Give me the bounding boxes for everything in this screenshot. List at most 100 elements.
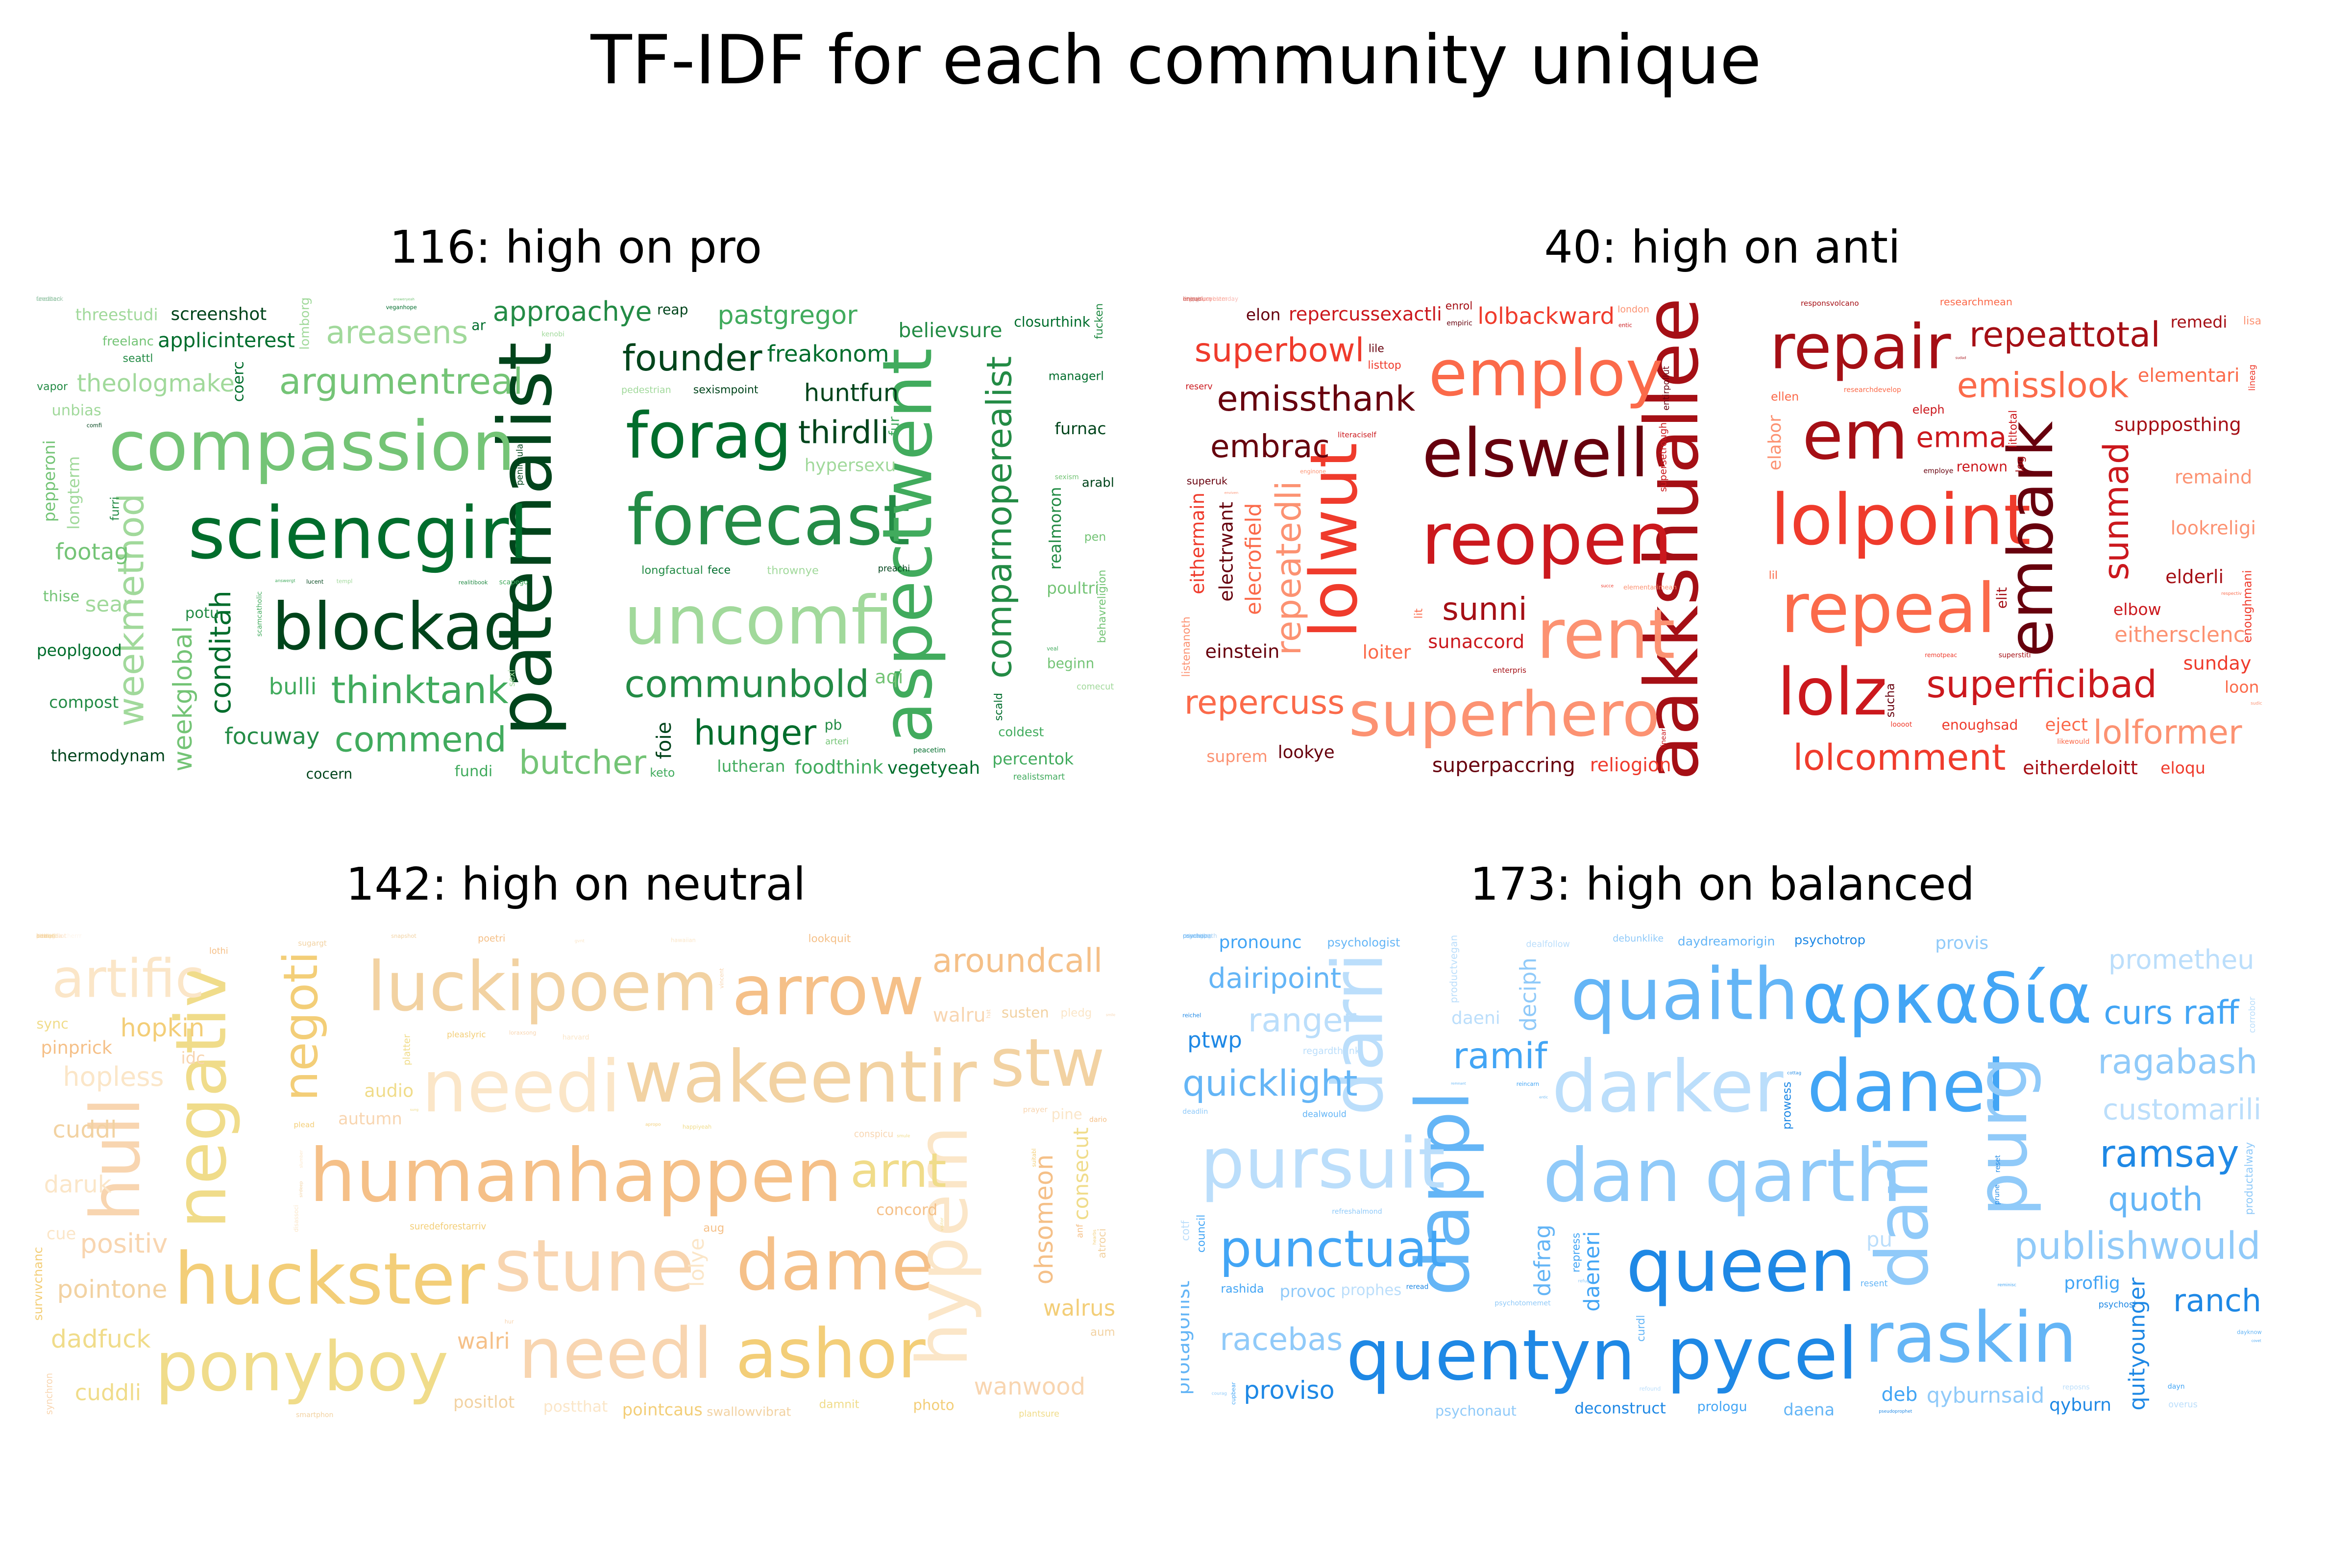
word-reposns: reposns <box>2062 1384 2089 1392</box>
word-courtesan: courtesan <box>1183 932 1212 939</box>
word-realitibook: realitibook <box>459 580 488 586</box>
word-reserv: reserv <box>1185 382 1212 392</box>
word-scald: scald <box>993 693 1005 721</box>
word-responsvolcano: responsvolcano <box>1801 299 1859 308</box>
word-thise: thise <box>43 588 80 605</box>
word-purg: purg <box>1961 1056 2043 1217</box>
word-swallowvibrat: swallowvibrat <box>707 1404 791 1419</box>
word-quityounger: quityounger <box>2124 1277 2150 1411</box>
word-weekmethod: weekmethod <box>110 493 152 727</box>
word-pronounc: pronounc <box>1219 932 1302 953</box>
word-bulli: bulli <box>269 673 317 700</box>
word-pepperoni: pepperoni <box>40 440 59 522</box>
word-negoti: negoti <box>273 951 328 1101</box>
word-inbruglia: inbruglia <box>36 932 62 939</box>
word-elbow: elbow <box>2113 600 2161 619</box>
word-freelanc: freelanc <box>102 334 154 349</box>
word-researchdevelop: researchdevelop <box>1844 386 1901 394</box>
word-courag: courag <box>1212 1391 1227 1396</box>
word-curs-raff: curs raff <box>2104 994 2240 1032</box>
word-furnac: furnac <box>1055 419 1106 438</box>
word-thirdli: thirdli <box>798 414 889 451</box>
word-supersetrough: supersetrough <box>1658 422 1669 492</box>
word-uneaten: uneaten <box>36 295 61 302</box>
word-dame: dame <box>736 1225 934 1306</box>
word-arrow: arrow <box>732 951 925 1030</box>
word-vincent: vincent <box>719 968 725 988</box>
word-lookquit: lookquit <box>808 933 851 945</box>
word-aroundcall: aroundcall <box>932 942 1103 980</box>
panel-neutral: 142: high on neutral humanhappen stune nee… <box>34 858 1117 1494</box>
word-repeattotal: repeattotal <box>1969 315 2160 355</box>
word-curdl: curdl <box>1635 1315 1647 1342</box>
word-pb: pb <box>825 717 842 733</box>
word-proflig: proflig <box>2064 1274 2120 1294</box>
word-negativ: negativ <box>161 966 242 1229</box>
word-loon: loon <box>2225 678 2259 697</box>
word-pseudoprophet: pseudoprophet <box>1879 1409 1912 1414</box>
word-ranch: ranch <box>2173 1282 2261 1319</box>
word-huckster: huckster <box>174 1237 485 1321</box>
word-psychotrop: psychotrop <box>1794 933 1865 948</box>
word-forecast: forecast <box>627 479 910 561</box>
word-elderli: elderli <box>2165 566 2224 588</box>
word-fece: fece <box>708 564 731 577</box>
word-sugargt: sugargt <box>298 939 326 948</box>
word-ar: ar <box>471 318 486 334</box>
word-cuddl: cuddl <box>52 1116 117 1144</box>
word-dairipoint: dairipoint <box>1208 962 1341 995</box>
word-renown: renown <box>1957 459 2008 475</box>
word-literaciself: literaciself <box>1338 431 1376 440</box>
word-sirdeep: sirdeep <box>299 1181 304 1198</box>
word-walrus: walrus <box>1043 1295 1115 1321</box>
word-loraxsong: loraxsong <box>509 1030 536 1036</box>
word-suppposthing: suppposthing <box>2114 414 2241 436</box>
word-needl: needl <box>518 1313 712 1395</box>
word-repair: repair <box>1770 311 1951 383</box>
word-paternalist: paternalist <box>483 342 568 736</box>
word-repeatedli: repeatedli <box>1269 481 1309 655</box>
word-dayknow: dayknow <box>2237 1329 2262 1335</box>
word-answergt: answergt <box>275 579 295 584</box>
word-veal: veal <box>1047 645 1058 652</box>
word-darri: darri <box>1317 953 1398 1115</box>
word-footag: footag <box>55 539 129 565</box>
word-areasens: areasens <box>326 315 468 351</box>
word-cuddli: cuddli <box>75 1380 141 1406</box>
word-foodthink: foodthink <box>795 757 884 779</box>
word-reliogion: reliogion <box>1590 754 1671 776</box>
word-communbold: communbold <box>624 663 869 707</box>
word-lookye: lookye <box>1278 742 1335 762</box>
word-pledg: pledg <box>1061 1007 1092 1020</box>
word-quoth: quoth <box>2108 1180 2203 1218</box>
word-lolz: lolz <box>1777 655 1887 730</box>
word-superbowl: superbowl <box>1195 331 1365 369</box>
word-psychot: psychot <box>1183 932 1206 939</box>
word-einstein: einstein <box>1205 640 1280 662</box>
word-repercussexactli: repercussexactli <box>1289 303 1442 325</box>
word-defrag: defrag <box>1530 1225 1556 1297</box>
word-daeni: daeni <box>1451 1008 1500 1029</box>
word-positiv: positiv <box>80 1228 168 1259</box>
word-protagonist: protagonist <box>1181 1281 1194 1395</box>
word-idc: idc <box>181 1049 205 1068</box>
word-queen: queen <box>1626 1223 1856 1308</box>
word-wakeentir: wakeentir <box>624 1035 978 1119</box>
word-daydreamorigin: daydreamorigin <box>1678 934 1775 949</box>
word-veganhope: veganhope <box>386 304 417 311</box>
word-productvegan: productvegan <box>1448 935 1460 1003</box>
word-lolpoint: lolpoint <box>1770 479 2031 561</box>
word-litltotal: litltotal <box>2008 410 2020 448</box>
word-pleaslyric: pleaslyric <box>447 1029 486 1039</box>
word-suprem: suprem <box>1206 747 1268 766</box>
word-prologu: prologu <box>1697 1399 1747 1415</box>
panel-balanced: 173: high on balanced dan qarth queen dapp… <box>1181 858 2264 1494</box>
word-reread: reread <box>1406 1283 1429 1291</box>
word-believsure: believsure <box>898 318 1002 342</box>
word-thrownye: thrownye <box>767 564 818 577</box>
word-log: log <box>2014 456 2027 473</box>
word-aakkshuallee: aakkshuallee <box>1630 297 1715 781</box>
word-sexism: sexism <box>1055 473 1079 481</box>
word-suitabl: suitabl <box>1031 1149 1037 1167</box>
